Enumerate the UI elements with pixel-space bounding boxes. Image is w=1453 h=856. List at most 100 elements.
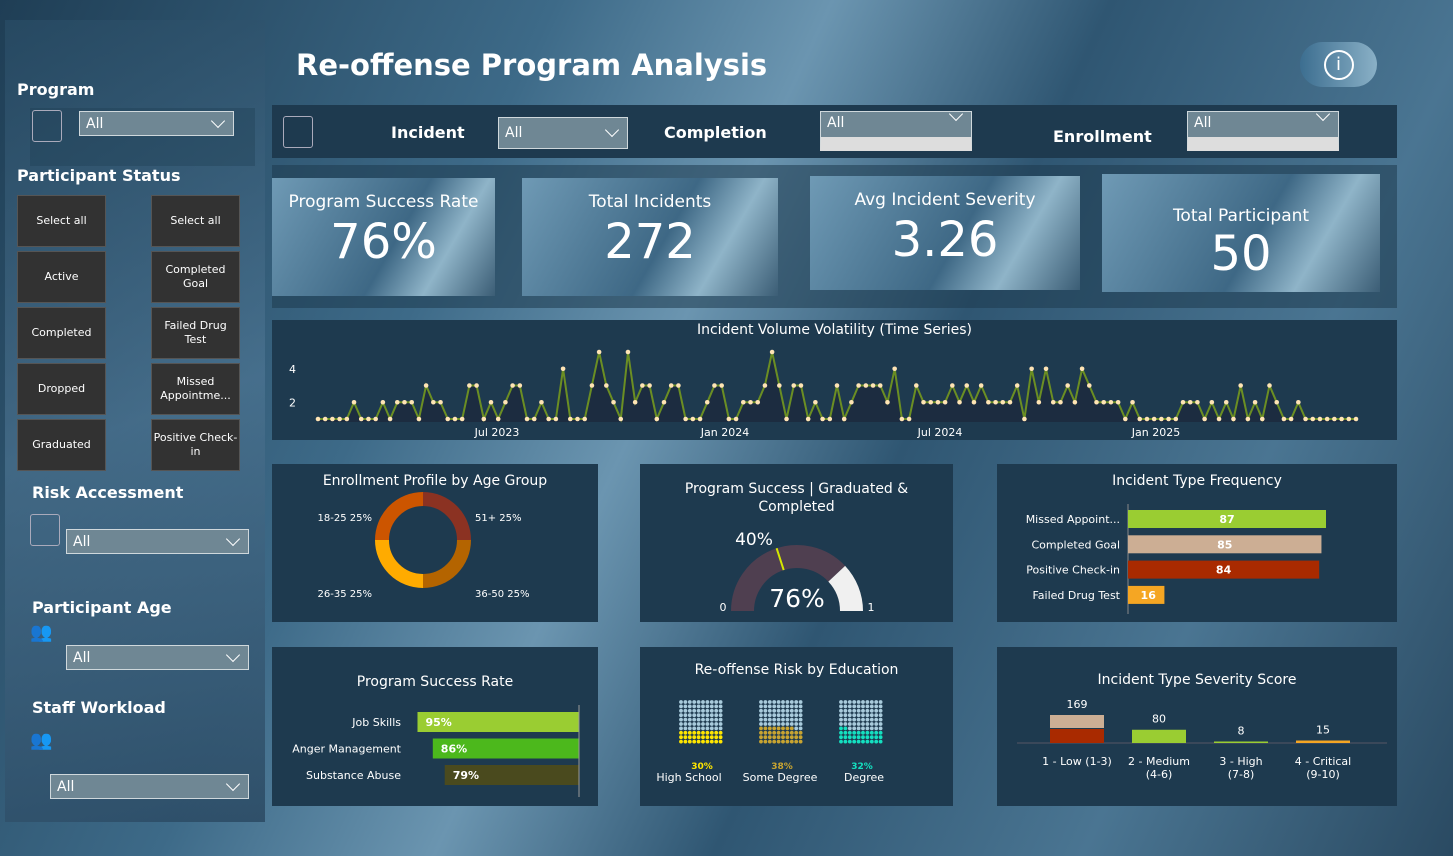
chart-title: Incident Volume Volatility (Time Series) [696, 322, 973, 338]
waffle-cell [798, 700, 803, 704]
waffle-cell [701, 700, 705, 704]
data-point [524, 416, 530, 422]
program-dropdown[interactable]: All [79, 111, 234, 136]
waffle-cell [861, 739, 865, 744]
data-point [986, 399, 991, 405]
bar [432, 738, 579, 759]
waffle-cell [865, 700, 870, 704]
waffle-cell [679, 713, 683, 718]
gauge-max: 1 [868, 601, 875, 614]
kpi-card: Total Incidents 272 [522, 178, 778, 296]
age-dropdown[interactable]: All [66, 645, 249, 670]
risk-dropdown[interactable]: All [66, 529, 249, 554]
waffle-cell [794, 704, 799, 709]
data-point [1137, 416, 1143, 422]
status-button[interactable]: Graduated [17, 419, 106, 471]
waffle-cell [785, 722, 790, 726]
incident-filter-dropdown[interactable]: All [498, 117, 628, 149]
data-point [748, 399, 753, 405]
data-point [1332, 416, 1337, 422]
waffle-cell [759, 722, 763, 726]
status-button[interactable]: Completed [17, 307, 106, 359]
waffle-cell [776, 708, 781, 713]
data-point [798, 383, 804, 388]
waffle-cell [852, 704, 857, 709]
data-point [1086, 383, 1092, 388]
status-button[interactable]: Select all [17, 195, 106, 247]
data-point [1317, 416, 1323, 422]
data-point [1267, 383, 1272, 388]
chart-title: Re-offense Risk by Education [694, 662, 899, 678]
waffle-cell [798, 704, 803, 709]
kpi-label: Program Success Rate [288, 192, 479, 212]
waffle-cell [696, 708, 701, 713]
status-button[interactable]: Dropped [17, 363, 106, 415]
y-tick-label: 4 [289, 363, 296, 376]
data-point [647, 383, 652, 388]
chart-title: Program Success Rate [356, 674, 514, 690]
data-point [1303, 416, 1308, 422]
data-point [1180, 399, 1186, 405]
waffle-cell [847, 735, 852, 740]
bar [1128, 585, 1165, 604]
status-button[interactable]: Missed Appointme... [151, 363, 240, 415]
waffle-cell [878, 730, 883, 735]
status-button[interactable]: Active [17, 251, 106, 303]
waffle-cell [763, 739, 768, 744]
waffle-cell [709, 739, 714, 744]
waffle-cell [767, 739, 772, 744]
workload-value: All [57, 778, 75, 795]
data-point [366, 416, 371, 422]
bar [1296, 740, 1350, 743]
chevron-down-icon [604, 122, 620, 138]
enrollment-filter-dropdown[interactable]: All [1187, 106, 1339, 151]
waffle-cell [865, 735, 870, 740]
data-point [589, 383, 595, 388]
data-point [553, 416, 559, 422]
data-point [1014, 383, 1020, 388]
waffle-cell [705, 726, 710, 731]
waffle-cell [861, 713, 865, 718]
status-button[interactable]: Select all [151, 195, 240, 247]
bar-value: 85 [1217, 538, 1232, 551]
data-point [539, 399, 544, 405]
data-point [394, 399, 400, 405]
waffle-cell [714, 739, 719, 744]
status-button[interactable]: Completed Goal [151, 251, 240, 303]
status-button[interactable]: Positive Check-in [151, 419, 240, 471]
waffle-cell [878, 704, 883, 709]
data-point [993, 399, 998, 405]
waffle-cell [714, 713, 719, 718]
waffle-cell [776, 704, 781, 709]
donut-slice [375, 539, 424, 588]
waffle-cell [789, 726, 794, 731]
bar-value: 86% [441, 743, 467, 756]
page-title: Re-offense Program Analysis [296, 48, 768, 82]
data-point [474, 383, 479, 388]
chevron-down-icon [225, 776, 241, 791]
waffle-cell [692, 717, 697, 722]
waffle-cell [718, 739, 723, 744]
status-button[interactable]: Failed Drug Test [151, 307, 240, 359]
waffle-cell [781, 708, 785, 713]
info-button[interactable]: i [1300, 42, 1377, 87]
waffle-cell [759, 713, 763, 718]
data-point [841, 416, 847, 422]
completion-filter-dropdown[interactable]: All [820, 106, 972, 151]
bar-value: 15 [1316, 724, 1330, 737]
category-label: (7-8) [1228, 768, 1255, 781]
x-tick-label: Jul 2023 [474, 426, 520, 439]
waffle-cell [701, 717, 705, 722]
waffle-cell [692, 700, 697, 704]
data-point [1000, 399, 1006, 405]
waffle-cell [763, 726, 768, 731]
waffle-cell [772, 704, 777, 709]
workload-dropdown[interactable]: All [50, 774, 249, 799]
waffle-cell [767, 704, 772, 709]
data-point [330, 416, 335, 422]
data-point [322, 416, 328, 422]
waffle-cell [759, 717, 763, 722]
data-point [517, 383, 523, 388]
waffle-cell [709, 726, 714, 731]
data-point [640, 383, 645, 388]
